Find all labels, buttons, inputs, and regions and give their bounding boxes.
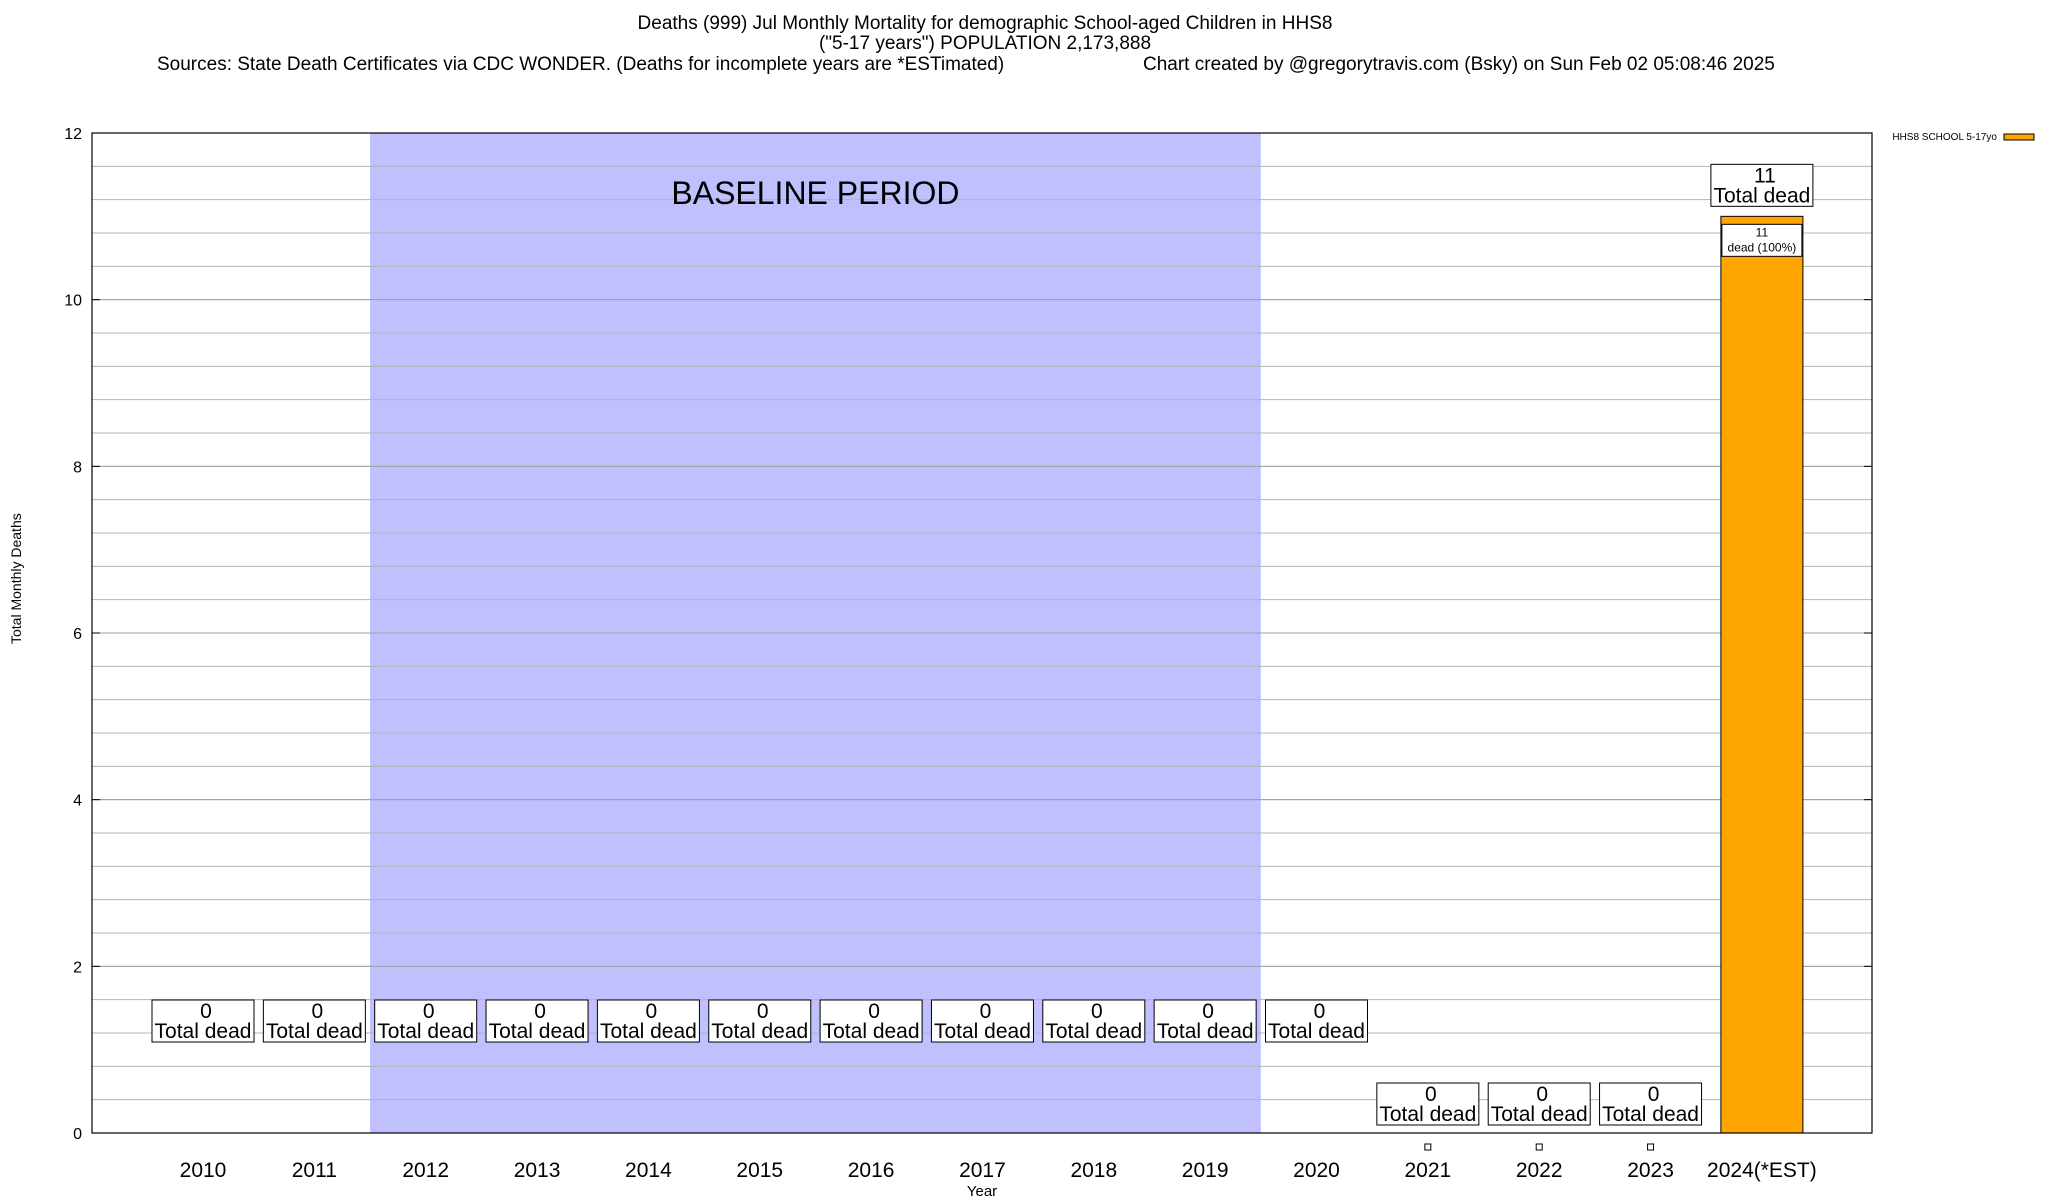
total-label-box (1487, 1082, 1591, 1126)
total-value-label: 0 (1648, 1083, 1660, 1106)
total-value-label: 0 (423, 1000, 435, 1023)
total-dead-text: Total dead (266, 1020, 363, 1043)
total-label-box (262, 999, 366, 1043)
x-tick-label: 2010 (180, 1159, 227, 1182)
total-dead-text: Total dead (1268, 1020, 1365, 1043)
legend-label: HHS8 SCHOOL 5-17yo (1892, 132, 1997, 143)
total-value-label: 0 (1536, 1083, 1548, 1106)
x-tick-label: 2022 (1516, 1159, 1563, 1182)
total-dead-text: Total dead (1045, 1020, 1142, 1043)
x-tick-label: 2013 (514, 1159, 561, 1182)
total-value-label: 0 (1425, 1083, 1437, 1106)
x-tick-label: 2015 (736, 1159, 783, 1182)
total-label-box (1376, 1082, 1480, 1126)
total-value-label: 0 (1314, 1000, 1326, 1023)
bar (1720, 215, 1804, 1134)
total-label-box (1710, 163, 1814, 207)
x-tick-label: 2021 (1404, 1159, 1451, 1182)
total-label-box (1265, 999, 1368, 1043)
x-tick-label: 2012 (402, 1159, 449, 1182)
chart-title: Deaths (999) Jul Monthly Mortality for d… (637, 13, 1333, 34)
y-tick-label: 4 (73, 793, 82, 810)
total-value-label: 0 (312, 1000, 324, 1023)
total-label-box (930, 999, 1034, 1043)
total-dead-text: Total dead (1713, 184, 1810, 207)
x-tick-label: 2024(*EST) (1707, 1159, 1817, 1182)
x-tick-label: 2014 (625, 1159, 672, 1182)
total-label-box (151, 999, 255, 1043)
x-axis-label: Year (967, 1183, 997, 1200)
y-tick-label: 12 (64, 126, 82, 143)
total-dead-text: Total dead (1602, 1103, 1699, 1126)
y-tick-label: 8 (73, 459, 82, 476)
total-dead-text: Total dead (1379, 1103, 1476, 1126)
total-dead-text: Total dead (377, 1020, 474, 1043)
total-label-box (596, 999, 700, 1043)
total-dead-text: Total dead (934, 1020, 1031, 1043)
total-value-label: 0 (200, 1000, 212, 1023)
total-dead-text: Total dead (711, 1020, 808, 1043)
chart-sources: Sources: State Death Certificates via CD… (157, 54, 1005, 75)
segment-percent-label: dead (100%) (1728, 240, 1797, 254)
chart-credit: Chart created by @gregorytravis.com (Bsk… (1143, 54, 1775, 75)
x-tick-label: 2023 (1627, 1159, 1674, 1182)
total-label-box (819, 999, 923, 1043)
zero-marker (1535, 1143, 1543, 1151)
x-tick-label: 2019 (1182, 1159, 1229, 1182)
baseline-period-label: BASELINE PERIOD (671, 175, 959, 211)
total-label-box (374, 999, 478, 1043)
y-tick-label: 2 (73, 959, 82, 976)
zero-marker (1647, 1143, 1655, 1151)
total-value-label: 0 (1091, 1000, 1103, 1023)
segment-value-label: 11 (1756, 225, 1769, 239)
total-value-label: 0 (646, 1000, 658, 1023)
total-value-label: 0 (757, 1000, 769, 1023)
total-dead-text: Total dead (155, 1020, 252, 1043)
chart-title-block: Deaths (999) Jul Monthly Mortality for d… (0, 14, 1970, 54)
total-label-box (708, 999, 812, 1043)
y-tick-label: 0 (73, 1126, 82, 1143)
y-tick-label: 10 (64, 293, 82, 310)
x-tick-label: 2016 (848, 1159, 895, 1182)
x-tick-label: 2017 (959, 1159, 1006, 1182)
total-dead-text: Total dead (489, 1020, 586, 1043)
x-tick-label: 2018 (1070, 1159, 1117, 1182)
total-label-box (485, 999, 589, 1043)
y-tick-label: 6 (73, 626, 82, 643)
total-value-label: 0 (868, 1000, 880, 1023)
zero-marker (1424, 1143, 1432, 1151)
total-value-label: 0 (1202, 1000, 1214, 1023)
segment-label-box (1721, 223, 1803, 257)
chart-subtitle: ("5-17 years") POPULATION 2,173,888 (818, 33, 1152, 54)
total-dead-text: Total dead (600, 1020, 697, 1043)
total-label-box (1599, 1082, 1703, 1126)
total-label-box (1153, 999, 1257, 1043)
x-tick-label: 2011 (292, 1159, 337, 1182)
total-value-label: 11 (1754, 164, 1776, 187)
total-value-label: 0 (534, 1000, 546, 1023)
total-dead-text: Total dead (1157, 1020, 1254, 1043)
x-tick-label: 2020 (1293, 1159, 1340, 1182)
total-value-label: 0 (980, 1000, 992, 1023)
legend-swatch (2003, 133, 2035, 141)
total-label-box (1042, 999, 1146, 1043)
total-dead-text: Total dead (1491, 1103, 1588, 1126)
total-dead-text: Total dead (823, 1020, 920, 1043)
